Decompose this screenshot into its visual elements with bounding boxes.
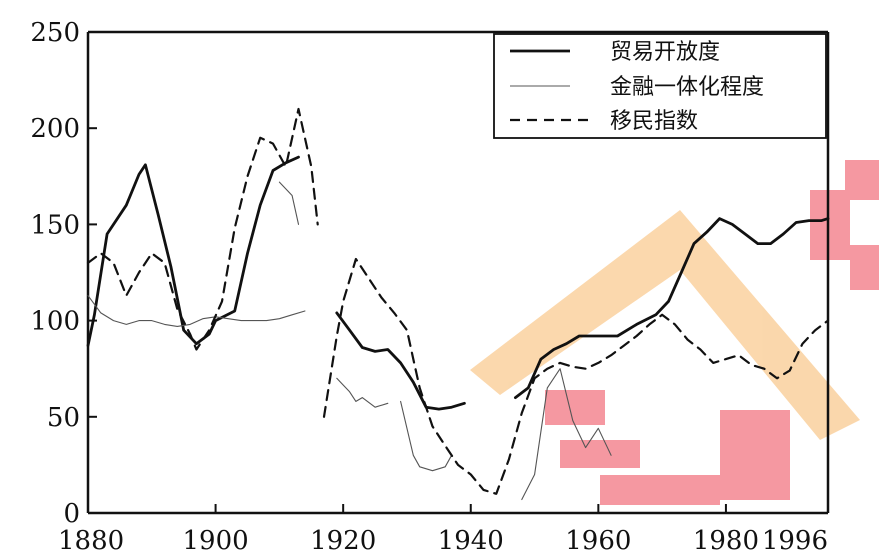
y-tick-label: 200 [30,114,80,144]
legend-label-migration: 移民指数 [610,109,698,134]
series-line-segment [86,107,319,351]
x-tick-label: 1880 [58,526,124,556]
x-tick-label: 1900 [183,526,249,556]
series-line-segment [335,311,466,411]
series-solid-thin [87,181,612,501]
legend-item-trade: 贸易开放度 [510,40,720,65]
x-tick-label: 1940 [438,526,504,556]
y-tick-label: 0 [63,499,80,529]
watermark-block-1 [545,390,605,425]
legend-item-finance: 金融一体化程度 [510,75,764,100]
series-line-segment [87,295,306,327]
series-layer [86,107,830,501]
y-tick-label: 150 [30,210,80,240]
series-line-segment [278,181,300,225]
watermark-block-5 [810,190,850,260]
watermark-logo [470,160,879,505]
tick-labels: 0 50 100 150 200 250 1880 1900 1920 1940 1960 1980 1… [30,18,828,556]
y-tick-label: 100 [30,307,80,337]
watermark-block-2 [560,440,640,468]
x-tick-label: 1920 [310,526,376,556]
series-line-segment [336,377,389,408]
series-dashed [86,107,830,495]
series-line-segment [86,155,300,348]
watermark-block-4 [720,410,790,500]
y-tick-label: 50 [47,403,80,433]
watermark-chevron-shape [470,210,860,440]
legend-label-finance: 金融一体化程度 [610,75,764,100]
y-tick-label: 250 [30,18,80,48]
series-line-segment [521,368,612,501]
series-line-segment [400,400,453,472]
series-solid-thick [86,155,830,411]
tick-marks [87,31,829,514]
series-line-segment [514,217,830,400]
x-tick-label: 1960 [565,526,631,556]
series-line-segment [322,257,830,495]
x-tick-label: 1996 [762,526,828,556]
watermark-block-6 [845,160,879,200]
legend: 贸易开放度 金融一体化程度 移民指数 [493,33,827,139]
axes [86,30,830,515]
legend-item-migration: 移民指数 [510,109,698,134]
x-tick-label: 1980 [693,526,759,556]
watermark-block-3 [600,475,720,505]
watermark-block-7 [850,245,879,290]
legend-label-trade: 贸易开放度 [610,40,720,65]
